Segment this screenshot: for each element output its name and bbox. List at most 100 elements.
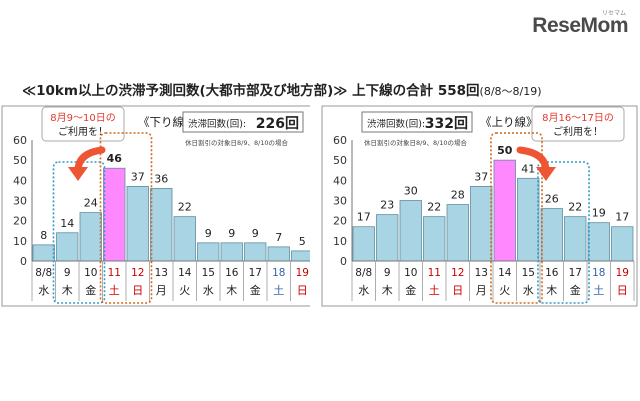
direction-label: 《上り線》 [480,115,538,129]
x-tick-label: 11 [108,267,121,279]
weekday-label: 土 [109,284,120,297]
weekday-label: 木 [226,284,237,297]
direction-label: 《下り線》 [138,115,196,129]
bar [446,204,469,262]
bar [103,167,126,262]
bar [564,216,587,262]
chart-up-line: 0 10 20 30 40 50 60 17 23 30 22 28 37 50 41 26 22 19 17 8/8… [321,105,638,307]
total-label: 渋滞回数(回): [188,118,246,130]
total-label: 渋滞回数(回): [367,118,425,130]
y-tick-label: 40 [13,174,27,187]
weekday-label: 日 [297,284,308,297]
arrow-head [68,167,88,181]
data-label: 22 [568,201,582,214]
y-tick-label: 20 [333,215,347,228]
weekday-group-box [537,161,590,304]
x-tick-label: 14 [498,267,512,279]
weekday-label: 金 [405,283,416,297]
x-tick-label: 16 [545,267,559,279]
weekday-label: 土 [593,284,604,297]
callout-line-2: ご利用を！ [553,125,603,138]
bar [352,226,375,262]
y-tick-label: 30 [13,195,27,208]
bar [423,216,446,262]
y-tick-label: 0 [340,255,347,268]
weekday-label: 水 [38,284,49,297]
x-tick-label: 8/8 [35,267,52,279]
resemom-logo[interactable]: ReseMom [532,14,628,37]
callout-line-1: 8月9〜10日の [50,112,115,124]
x-tick-label: 13 [155,267,168,279]
x-tick-label: 14 [178,267,192,279]
bar [150,188,173,262]
holiday-note: 休日割引の対象日8/9、8/10の場合 [364,138,468,147]
data-label: 9 [205,227,212,240]
weekday-label: 土 [429,284,440,297]
bar [493,159,516,262]
data-label: 23 [380,199,394,212]
data-label: 30 [404,185,418,198]
bar [540,208,563,262]
bar [376,214,399,262]
data-label: 19 [592,207,606,220]
chart-down-line: 0 10 20 30 40 50 60 8 14 24 46 37 36 22 9 9 9 7 5 8/8 水 9 木 10 金… [1,105,310,307]
weekday-label: 月 [156,284,167,297]
x-tick-label: 13 [475,267,488,279]
data-label: 9 [252,227,259,240]
x-tick-label: 10 [404,267,417,279]
total-value: 332回 [425,116,468,132]
weekday-label: 月 [476,284,487,297]
weekday-label: 日 [132,284,143,297]
data-label: 7 [275,231,282,244]
total-box [182,111,304,133]
total-box [361,111,473,133]
bar [267,246,290,262]
y-tick-label: 40 [333,174,347,187]
y-tick-label: 50 [13,154,27,167]
data-label: 9 [228,227,235,240]
bar [291,250,310,262]
x-tick-label: 11 [428,267,441,279]
bar [244,242,267,262]
y-tick-label: 20 [13,215,27,228]
bar [587,222,610,262]
x-tick-label: 19 [296,267,309,279]
weekday-label: 木 [546,284,557,297]
x-tick-label: 15 [202,267,215,279]
weekday-label: 金 [570,283,581,297]
data-label: 8 [40,229,47,242]
weekday-label: 木 [382,284,393,297]
total-value: 226回 [256,116,299,132]
bar [611,226,634,262]
y-tick-label: 30 [333,195,347,208]
y-tick-label: 60 [13,134,27,147]
x-tick-label: 16 [225,267,239,279]
data-label: 22 [178,201,192,214]
data-label: 24 [84,197,98,210]
data-label: 14 [60,217,74,230]
holiday-note: 休日割引の対象日8/9、8/10の場合 [185,138,289,147]
x-tick-label: 17 [569,267,582,279]
title-main: ≪10km以上の渋滞予測回数(大都市部及び地方部)≫ 上下線の合計 558回 [22,83,480,99]
bar [126,185,149,262]
y-tick-label: 10 [13,235,27,248]
bar [56,232,79,262]
callout-box [41,106,125,142]
holiday-group-box [490,132,543,304]
page-title: ≪10km以上の渋滞予測回数(大都市部及び地方部)≫ 上下線の合計 558回(8… [22,79,542,99]
data-label: 41 [521,162,535,175]
bar [79,212,102,262]
callout-line-2: ご利用を！ [58,125,108,138]
data-label: 37 [131,170,145,183]
holiday-group-box [99,132,153,304]
y-tick-label: 50 [333,154,347,167]
weekday-label: 日 [452,284,463,297]
x-tick-label: 17 [249,267,262,279]
x-tick-label: 18 [272,267,285,279]
bar [399,200,422,262]
weekday-label: 水 [358,284,369,297]
weekday-label: 水 [523,284,534,297]
data-label: 28 [451,189,465,202]
chart-frame [1,105,310,307]
data-label: 17 [357,211,371,224]
